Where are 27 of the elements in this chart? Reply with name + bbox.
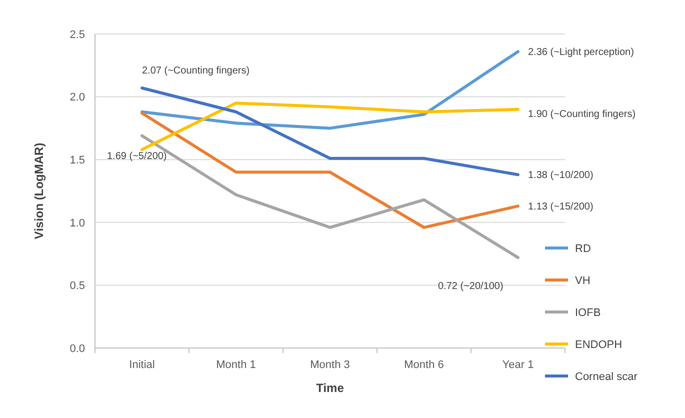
y-tick-label: 1.0 (70, 217, 85, 230)
annotation: 1.13 (~15/200) (528, 202, 594, 213)
legend-label: RD (575, 242, 591, 255)
x-axis-title: Time (316, 381, 344, 395)
annotation: 0.72 (~20/100) (438, 281, 504, 292)
y-axis-title: Vision (LogMAR) (32, 142, 46, 240)
annotation: 1.38 (~10/200) (528, 170, 594, 182)
y-tick-label: 2.0 (70, 92, 85, 104)
legend-label: IOFB (575, 306, 601, 319)
x-tick-label: Month 6 (404, 359, 444, 371)
annotation: 1.69 (~5/200) (107, 151, 167, 162)
x-tick-label: Initial (129, 359, 155, 371)
y-tick-label: 1.5 (70, 154, 85, 166)
y-tick-label: 0.5 (70, 280, 85, 292)
legend-label: VH (575, 274, 590, 287)
x-tick-label: Year 1 (502, 359, 534, 371)
annotation: 2.36 (~Light perception) (528, 47, 634, 58)
x-tick-label: Month 1 (216, 359, 256, 371)
y-tick-label: 2.5 (70, 28, 85, 41)
y-tick-label: 0.0 (70, 342, 85, 355)
legend-label: Corneal scar (575, 370, 638, 383)
line-series (140, 102, 520, 152)
x-tick-label: Month 3 (310, 359, 350, 371)
annotation: 2.07 (~Counting fingers) (142, 66, 250, 77)
legend-label: ENDOPH (575, 338, 622, 351)
line-series (140, 50, 520, 130)
annotation: 1.90 (~Counting fingers) (528, 108, 636, 120)
